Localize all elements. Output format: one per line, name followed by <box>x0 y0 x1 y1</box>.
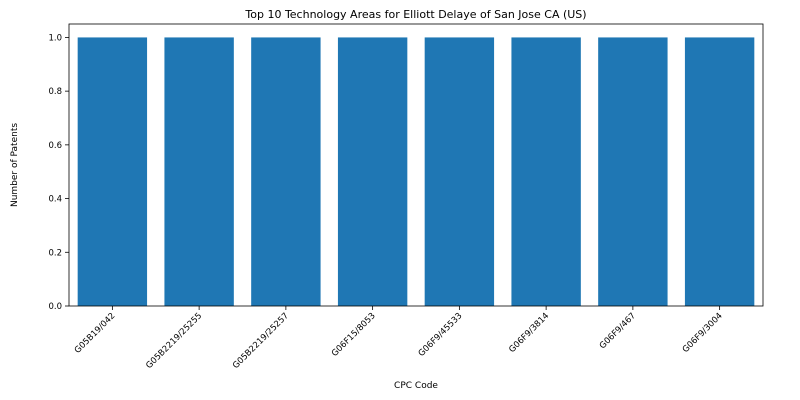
y-tick-label: 0.6 <box>48 141 62 151</box>
y-tick-label: 0.2 <box>48 248 62 258</box>
y-tick-label: 0.8 <box>48 87 62 97</box>
bar <box>78 37 147 306</box>
y-axis-label: Number of Patents <box>10 123 20 207</box>
x-axis: G05B19/042 G05B2219/25255 G05B2219/25257 G0… <box>73 306 725 371</box>
bar <box>338 37 407 306</box>
bar <box>251 37 320 306</box>
bars-group <box>78 37 755 306</box>
y-axis: 0.0 0.2 0.4 0.6 0.8 1.0 <box>48 33 69 312</box>
bar <box>511 37 580 306</box>
bar <box>685 37 754 306</box>
chart-title: Top 10 Technology Areas for Elliott Dela… <box>244 8 586 21</box>
x-tick-label: G05B2219/25257 <box>231 311 291 371</box>
x-tick-label: G05B2219/25255 <box>144 311 204 371</box>
bar <box>164 37 233 306</box>
y-tick-label: 0.4 <box>48 195 62 205</box>
x-tick-label: G06F15/8053 <box>330 311 378 359</box>
x-tick-label: G06F9/3814 <box>507 311 551 355</box>
x-tick-label: G06F9/3004 <box>681 311 725 355</box>
y-tick-label: 1.0 <box>48 33 62 43</box>
y-tick-label: 0.0 <box>48 302 62 312</box>
x-tick-label: G06F9/467 <box>598 311 638 351</box>
x-tick-label: G05B19/042 <box>73 311 118 356</box>
bar <box>598 37 667 306</box>
bar <box>425 37 494 306</box>
x-tick-label: G06F9/45533 <box>417 311 465 359</box>
x-axis-label: CPC Code <box>394 381 438 391</box>
